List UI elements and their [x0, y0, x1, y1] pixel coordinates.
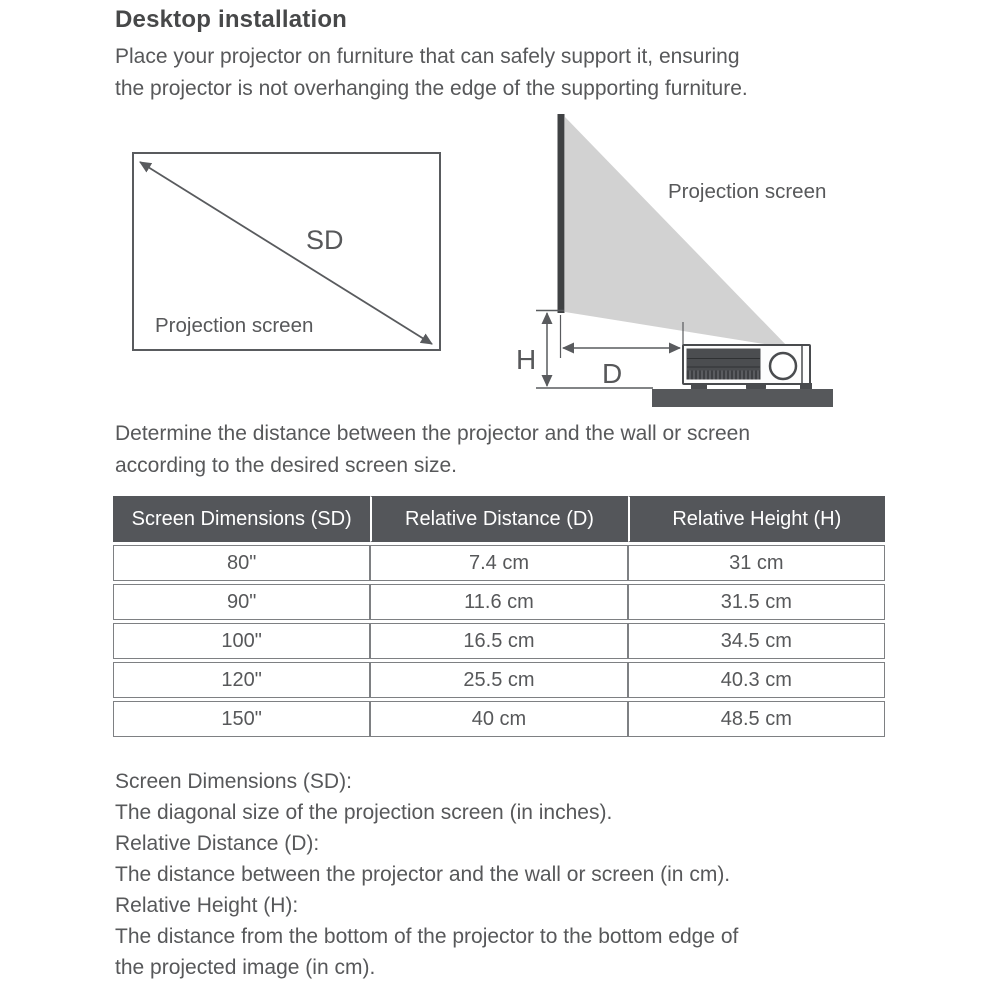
- definition-desc-d: The distance between the projector and t…: [115, 863, 731, 886]
- cell-distance: 40 cm: [370, 701, 628, 737]
- projector-vent-grille: [686, 370, 761, 380]
- projector-side-diagram: Projection screen H D: [516, 114, 833, 407]
- projector-foot-left: [691, 383, 707, 389]
- intro-line-1: Place your projector on furniture that c…: [115, 45, 740, 68]
- table-row: 100" 16.5 cm 34.5 cm: [113, 623, 885, 659]
- cell-height: 34.5 cm: [627, 623, 885, 659]
- table-row: 120" 25.5 cm 40.3 cm: [113, 662, 885, 698]
- definition-desc-h-line1: The distance from the bottom of the proj…: [115, 925, 739, 948]
- projector-foot-rear: [800, 383, 812, 389]
- intro-paragraph: Place your projector on furniture that c…: [115, 41, 748, 104]
- cell-height: 31.5 cm: [627, 584, 885, 620]
- screen-diagonal-diagram: SD Projection screen: [132, 152, 441, 351]
- cell-height: 48.5 cm: [627, 701, 885, 737]
- light-beam: [565, 117, 789, 348]
- table-row: 90" 11.6 cm 31.5 cm: [113, 584, 885, 620]
- projector-illustration: [682, 344, 812, 391]
- definition-desc-sd: The diagonal size of the projection scre…: [115, 801, 613, 824]
- header-relative-distance: Relative Distance (D): [370, 496, 628, 542]
- cell-distance: 7.4 cm: [370, 545, 628, 581]
- determine-line-2: according to the desired screen size.: [115, 453, 458, 477]
- h-dimension-line: [536, 309, 653, 389]
- screen-rectangle: [132, 152, 441, 351]
- determine-line-1: Determine the distance between the proje…: [115, 422, 751, 445]
- installation-diagrams: SD Projection screen Projection screen H…: [132, 114, 833, 407]
- cell-distance: 25.5 cm: [370, 662, 628, 698]
- definition-term-sd: Screen Dimensions (SD):: [115, 770, 352, 793]
- d-label: D: [602, 358, 622, 389]
- projector-lens: [768, 351, 798, 381]
- cell-height: 40.3 cm: [627, 662, 885, 698]
- definition-term-h: Relative Height (H):: [115, 894, 299, 917]
- cell-height: 31 cm: [627, 545, 885, 581]
- projection-screen-label-left: Projection screen: [155, 314, 313, 337]
- cell-distance: 11.6 cm: [370, 584, 628, 620]
- table-header-row: Screen Dimensions (SD) Relative Distance…: [113, 496, 885, 542]
- projection-screen-label-right: Projection screen: [668, 180, 826, 203]
- cell-sd: 150": [113, 701, 371, 737]
- table-row: 80" 7.4 cm 31 cm: [113, 545, 885, 581]
- diagonal-arrow: [139, 161, 433, 345]
- definition-term-d: Relative Distance (D):: [115, 832, 320, 855]
- cell-sd: 120": [113, 662, 371, 698]
- intro-line-2: the projector is not overhanging the edg…: [115, 76, 748, 100]
- projection-screen-bar: [557, 114, 565, 313]
- table-row: 150" 40 cm 48.5 cm: [113, 701, 885, 737]
- header-screen-dimensions: Screen Dimensions (SD): [113, 496, 371, 542]
- sd-label: SD: [306, 225, 344, 255]
- cell-sd: 100": [113, 623, 371, 659]
- distance-table: Screen Dimensions (SD) Relative Distance…: [113, 493, 885, 740]
- header-relative-height: Relative Height (H): [627, 496, 885, 542]
- definitions-block: Screen Dimensions (SD): The diagonal siz…: [115, 766, 738, 983]
- determine-paragraph: Determine the distance between the proje…: [115, 418, 750, 481]
- cell-sd: 80": [113, 545, 371, 581]
- cell-distance: 16.5 cm: [370, 623, 628, 659]
- definition-desc-h-line2: the projected image (in cm).: [115, 956, 376, 979]
- cell-sd: 90": [113, 584, 371, 620]
- furniture-slab: [652, 389, 833, 407]
- page-title: Desktop installation: [115, 6, 348, 33]
- h-label: H: [516, 344, 536, 375]
